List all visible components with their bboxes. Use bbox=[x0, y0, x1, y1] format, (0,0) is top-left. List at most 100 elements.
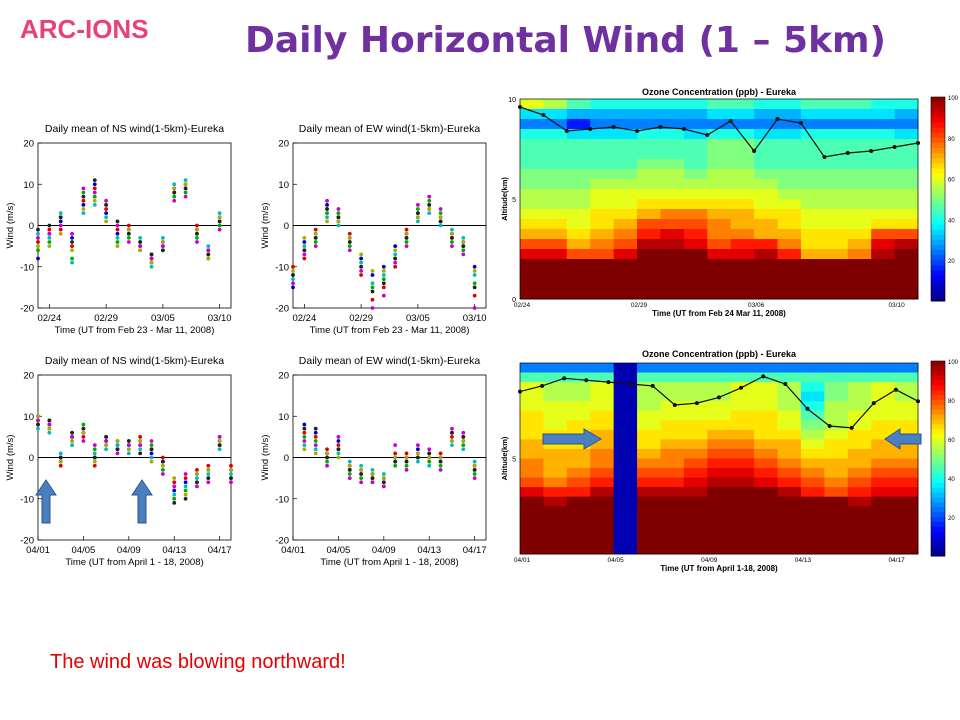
data-point bbox=[195, 467, 199, 472]
heatmap-cell bbox=[683, 159, 708, 170]
heatmap-cell bbox=[824, 119, 849, 130]
data-point bbox=[325, 219, 329, 224]
page-title: Daily Horizontal Wind (1 – 5km) bbox=[245, 20, 887, 61]
data-point bbox=[183, 182, 188, 187]
heatmap-cell bbox=[520, 209, 544, 220]
data-point bbox=[302, 256, 307, 261]
heatmap-cell bbox=[777, 129, 802, 140]
tropopause-point bbox=[564, 129, 569, 133]
heatmap-cell bbox=[777, 259, 802, 270]
heatmap-cell bbox=[730, 420, 755, 431]
data-point bbox=[404, 240, 409, 244]
colorbar-segment bbox=[931, 434, 945, 440]
data-point bbox=[70, 231, 74, 236]
colorbar-segment bbox=[931, 497, 945, 503]
tropopause-point bbox=[805, 406, 810, 411]
heatmap-cell bbox=[543, 219, 568, 230]
tropopause-point bbox=[518, 105, 522, 109]
data-point bbox=[302, 235, 307, 240]
data-point bbox=[415, 211, 420, 216]
heatmap-cell bbox=[707, 119, 732, 130]
data-point bbox=[206, 472, 211, 476]
heatmap-cell bbox=[566, 289, 591, 300]
heatmap-cell bbox=[613, 429, 638, 440]
heatmap-cell bbox=[637, 372, 661, 383]
heatmap-cell bbox=[871, 410, 896, 421]
tropopause-point bbox=[635, 129, 640, 133]
heatmap-cell bbox=[894, 249, 919, 260]
heatmap-cell bbox=[660, 149, 685, 160]
colorbar-segment bbox=[931, 102, 945, 108]
y-tick-label: -20 bbox=[275, 304, 289, 315]
data-point bbox=[217, 219, 222, 224]
heatmap-cell bbox=[754, 468, 779, 479]
data-point bbox=[359, 252, 364, 257]
colorbar-tick-label: 20 bbox=[948, 516, 955, 522]
data-point bbox=[347, 459, 352, 464]
data-point bbox=[370, 476, 375, 481]
heatmap-cell bbox=[847, 477, 872, 488]
heatmap-cell bbox=[520, 477, 544, 488]
heatmap-cell bbox=[800, 139, 825, 150]
heatmap-cell bbox=[871, 249, 896, 260]
heatmap-cell bbox=[847, 219, 872, 230]
heatmap-cell bbox=[754, 259, 779, 270]
data-point bbox=[92, 463, 97, 468]
y-tick-label: -10 bbox=[20, 494, 34, 505]
heatmap-cell bbox=[800, 159, 825, 170]
heatmap-cell bbox=[543, 382, 568, 393]
data-point bbox=[172, 488, 177, 493]
data-point bbox=[347, 248, 352, 253]
x-tick-label: 02/24 bbox=[292, 313, 316, 324]
heatmap-cell bbox=[847, 534, 872, 545]
heatmap-cell bbox=[800, 279, 825, 290]
colorbar-segment bbox=[931, 244, 945, 251]
x-tick-label: 04/13 bbox=[417, 545, 441, 556]
heatmap-cell bbox=[847, 363, 872, 374]
colorbar-segment bbox=[931, 229, 945, 236]
heatmap-cell bbox=[520, 229, 544, 240]
data-point bbox=[415, 447, 420, 452]
data-point bbox=[302, 426, 307, 431]
heatmap-cell bbox=[520, 269, 544, 280]
data-point bbox=[381, 285, 386, 290]
heatmap-cell bbox=[683, 458, 708, 469]
data-point bbox=[302, 422, 307, 427]
data-point bbox=[472, 467, 477, 472]
data-point bbox=[47, 430, 52, 435]
colorbar-segment bbox=[931, 448, 945, 455]
data-point bbox=[393, 260, 398, 265]
data-point bbox=[47, 426, 52, 431]
heatmap-cell bbox=[683, 534, 708, 545]
data-point bbox=[381, 268, 386, 273]
data-point bbox=[47, 223, 52, 228]
heatmap-cell bbox=[543, 119, 568, 130]
data-point bbox=[81, 422, 86, 427]
heatmap-cell bbox=[730, 189, 755, 200]
heatmap-cell bbox=[590, 129, 615, 140]
data-point bbox=[291, 277, 295, 282]
tropopause-point bbox=[739, 385, 744, 390]
heatmap-cell bbox=[707, 515, 732, 526]
tropopause-point bbox=[658, 125, 663, 129]
tropopause-point bbox=[628, 382, 633, 386]
data-point bbox=[70, 240, 74, 244]
data-point bbox=[58, 223, 63, 228]
data-point bbox=[47, 231, 52, 236]
heatmap-cell bbox=[520, 458, 544, 469]
y-tick-label: -20 bbox=[275, 536, 289, 547]
heatmap-cell bbox=[520, 129, 544, 140]
heatmap-cell bbox=[637, 99, 661, 110]
heatmap-cell bbox=[660, 179, 685, 190]
heatmap-cell bbox=[754, 439, 779, 450]
heatmap-cell bbox=[637, 534, 661, 545]
x-tick-label: 03/10 bbox=[208, 313, 232, 324]
heatmap-cell bbox=[824, 496, 849, 507]
chart-title: Daily mean of EW wind(1-5km)-Eureka bbox=[299, 355, 481, 367]
heatmap-cell bbox=[800, 487, 825, 498]
heatmap-cell bbox=[683, 506, 708, 517]
heatmap-cell bbox=[707, 269, 732, 280]
data-point bbox=[126, 240, 131, 244]
heatmap-cell bbox=[613, 239, 638, 250]
x-axis-label: Time (UT from April 1 - 18, 2008) bbox=[65, 557, 203, 568]
